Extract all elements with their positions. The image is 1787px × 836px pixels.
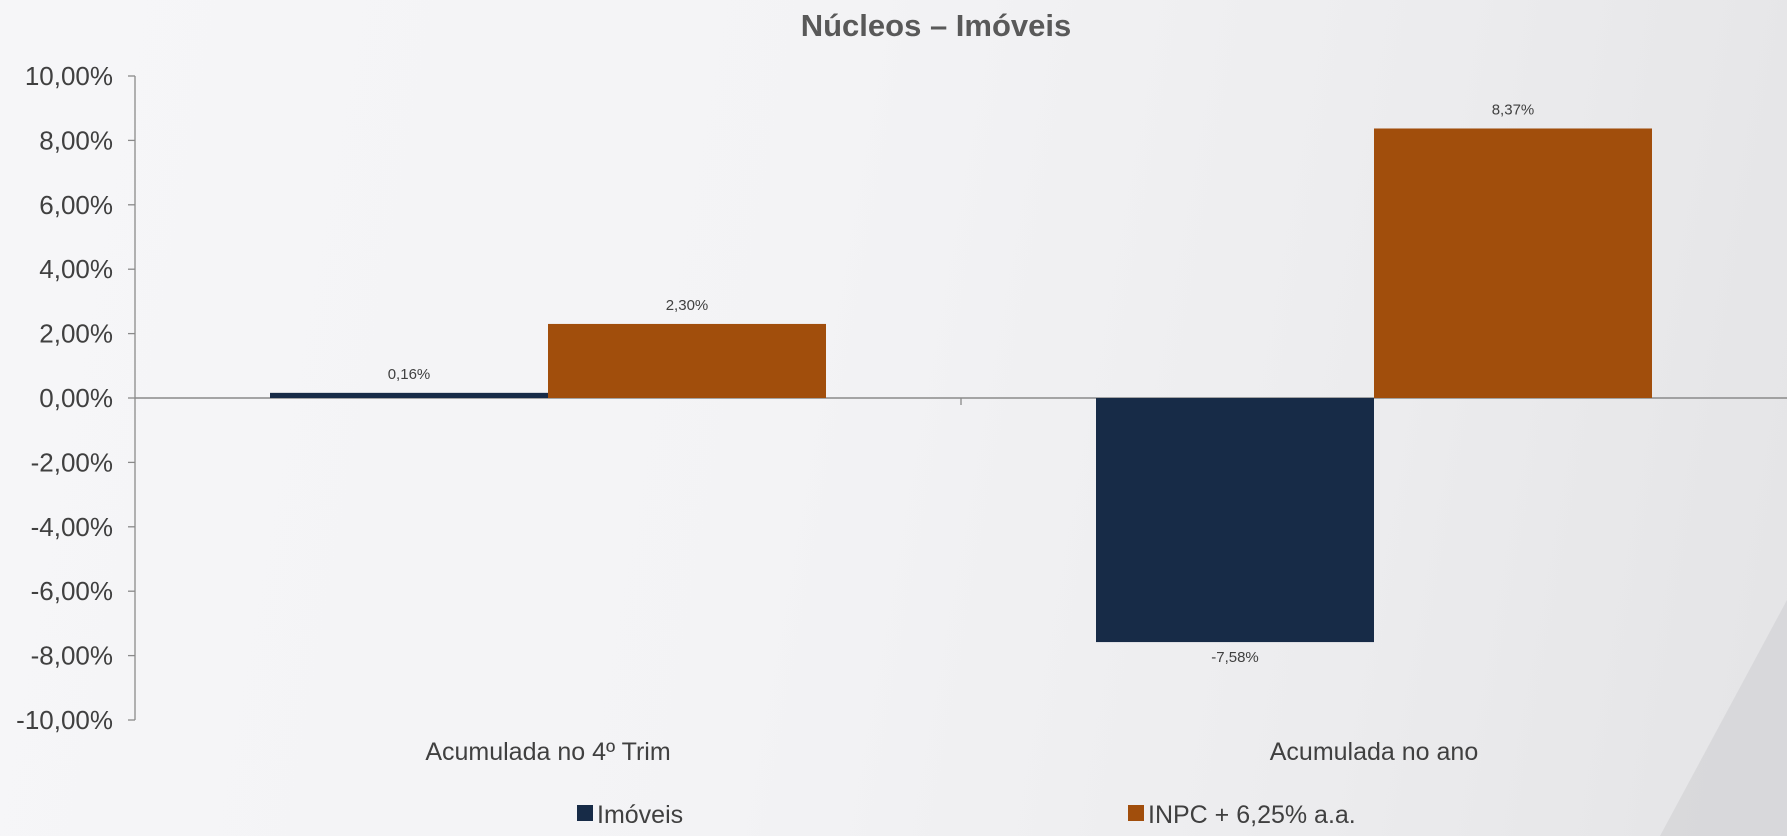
corner-decoration — [1660, 600, 1787, 836]
legend-label: INPC + 6,25% a.a. — [1148, 801, 1356, 829]
chart-bars — [270, 128, 1652, 643]
y-tick-label: -10,00% — [16, 705, 113, 735]
y-tick-label: 2,00% — [39, 319, 113, 349]
y-tick-label: -6,00% — [31, 576, 113, 606]
chart-legend: Imóveis INPC + 6,25% a.a. — [577, 801, 1356, 829]
chart-data-labels: 0,16% 2,30% -7,58% 8,37% — [388, 101, 1535, 666]
data-label: 0,16% — [388, 366, 431, 383]
y-tick-label: 8,00% — [39, 125, 113, 155]
chart-title: Núcleos – Imóveis — [801, 8, 1072, 43]
legend-swatch — [577, 805, 593, 821]
y-tick-label: 6,00% — [39, 190, 113, 220]
legend-swatch — [1128, 805, 1144, 821]
bar — [1096, 398, 1374, 643]
y-tick-label: -4,00% — [31, 512, 113, 542]
y-tick-label: -2,00% — [31, 447, 113, 477]
data-label: 2,30% — [666, 297, 709, 314]
x-category-label: Acumulada no 4º Trim — [425, 738, 670, 766]
bar — [270, 392, 548, 398]
data-label: -7,58% — [1211, 649, 1259, 666]
chart-category-labels: Acumulada no 4º Trim Acumulada no ano — [425, 738, 1478, 766]
legend-label: Imóveis — [597, 801, 683, 829]
bar — [1374, 128, 1652, 398]
y-tick-label: -8,00% — [31, 641, 113, 671]
y-tick-label: 4,00% — [39, 254, 113, 284]
data-label: 8,37% — [1492, 101, 1535, 118]
bar — [548, 323, 826, 398]
x-category-label: Acumulada no ano — [1270, 738, 1478, 766]
chart-axes: 10,00% 8,00% 6,00% 4,00% 2,00% 0,00% -2,00% -4,… — [16, 61, 1787, 735]
y-tick-label: 10,00% — [25, 61, 113, 91]
y-tick-label: 0,00% — [39, 383, 113, 413]
